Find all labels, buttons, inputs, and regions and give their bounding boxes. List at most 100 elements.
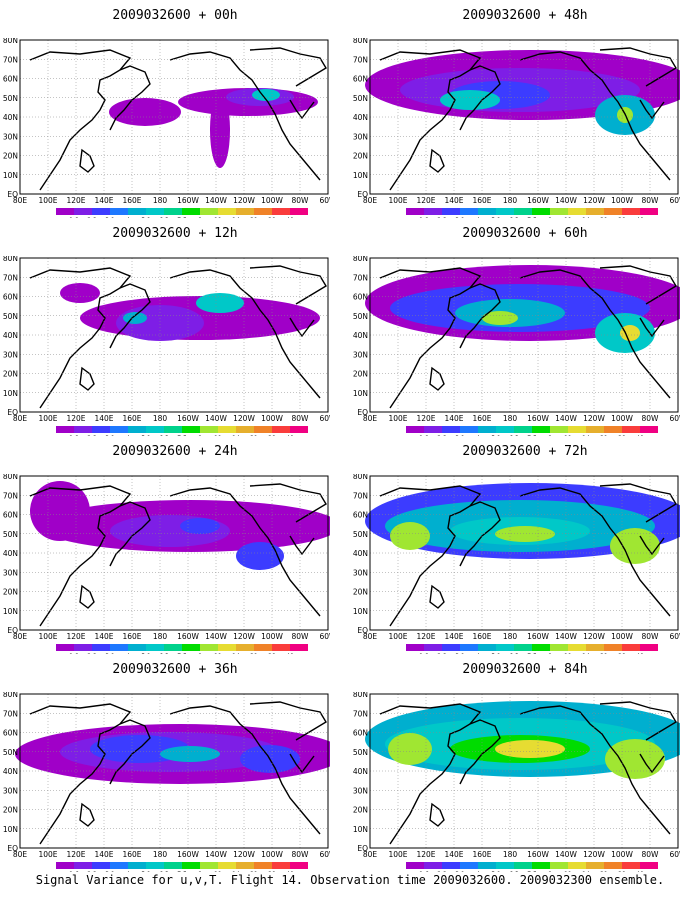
x-tick-label: 180: [503, 414, 518, 423]
colorbar-swatch: [254, 644, 272, 651]
panel-title: 2009032600 + 00h: [112, 8, 238, 23]
x-tick-label: 120W: [583, 632, 605, 641]
coastline: [289, 535, 315, 556]
colorbar-label: 29: [618, 217, 626, 218]
map-panel: 2009032600 + 72h 80E 100E 120E 140E 160E 180 16…: [350, 436, 700, 654]
colorbar-label: 40: [286, 653, 294, 654]
colorbar-label: 3.1: [105, 871, 115, 872]
x-tick-label: 180: [153, 632, 168, 641]
x-tick-label: 120W: [233, 196, 255, 205]
x-tick-label: 100E: [38, 850, 57, 859]
map-plot: 80E 100E 120E 140E 160E 180 160W 140W 120W 100W 80…: [353, 692, 680, 872]
colorbar-swatch: [290, 862, 308, 869]
colorbar-swatch: [182, 208, 200, 215]
y-tick-label: 80N: [3, 692, 18, 699]
colorbar-swatch: [496, 644, 514, 651]
colorbar-label: 40: [636, 217, 644, 218]
variance-contour: [605, 739, 665, 779]
y-tick-label: 60N: [353, 511, 368, 520]
colorbar-swatch: [218, 208, 236, 215]
coastline: [599, 47, 677, 87]
plot-frame: [369, 257, 679, 413]
x-tick-label: 120E: [416, 632, 435, 641]
colorbar-label: 14: [582, 435, 590, 436]
coastline: [169, 487, 321, 617]
colorbar-label: 2.2: [437, 217, 447, 218]
colorbar-swatch: [586, 426, 604, 433]
x-tick-label: 160E: [122, 196, 141, 205]
y-tick-label: 30N: [353, 568, 368, 577]
map-panel: 2009032600 + 48h 80E 100E 120E 140E 160E 180 16…: [350, 0, 700, 218]
colorbar-swatch: [550, 426, 568, 433]
x-tick-label: 160W: [527, 414, 549, 423]
plot-frame: [19, 693, 329, 849]
x-tick-label: 140E: [94, 414, 113, 423]
colorbar-label: 5.1: [141, 871, 151, 872]
colorbar-label: 9: [548, 653, 552, 654]
colorbar-swatch: [568, 862, 586, 869]
colorbar-swatch: [272, 426, 290, 433]
x-tick-label: 160W: [177, 850, 199, 859]
colorbar-swatch: [236, 426, 254, 433]
x-tick-label: 100W: [611, 850, 633, 859]
map-plot: 80E 100E 120E 140E 160E 180 160W 140W 120W 100W 80…: [3, 38, 330, 218]
colorbar-label: 3.1: [455, 653, 465, 654]
colorbar-swatch: [604, 862, 622, 869]
x-tick-label: 160W: [177, 632, 199, 641]
colorbar-label: 29: [268, 871, 276, 872]
y-tick-label: EQ: [357, 408, 368, 417]
y-tick-label: 60N: [3, 75, 18, 84]
colorbar-swatch: [532, 426, 550, 433]
x-tick-label: 100W: [611, 632, 633, 641]
colorbar-swatch: [442, 426, 460, 433]
colorbar-label: 4: [476, 217, 480, 218]
y-tick-label: 50N: [353, 312, 368, 321]
colorbar-label: 1.8: [69, 217, 79, 218]
y-tick-label: 80N: [353, 38, 368, 45]
colorbar-label: 3.1: [105, 217, 115, 218]
x-tick-label: 80E: [13, 196, 28, 205]
colorbar-label: 9: [548, 217, 552, 218]
coastline: [109, 283, 151, 349]
figure-caption: Signal Variance for u,v,T. Flight 14. Ob…: [35, 873, 665, 887]
coastline: [79, 584, 95, 609]
colorbar-swatch: [92, 426, 110, 433]
colorbar-swatch: [406, 644, 424, 651]
colorbar-label: 6.3: [159, 435, 169, 436]
y-tick-label: 30N: [353, 132, 368, 141]
colorbar-label: 21: [250, 217, 258, 218]
x-tick-label: 160W: [527, 196, 549, 205]
coastline: [379, 267, 482, 409]
x-tick-label: 140W: [205, 850, 227, 859]
x-tick-label: 160W: [527, 850, 549, 859]
colorbar-label: 1.6: [69, 871, 79, 872]
colorbar-label: 21: [600, 871, 608, 872]
x-tick-label: 60W: [320, 850, 330, 859]
colorbar-swatch: [568, 644, 586, 651]
colorbar-label: 21: [250, 653, 258, 654]
x-tick-label: 140E: [444, 632, 463, 641]
x-tick-label: 100E: [388, 632, 407, 641]
y-tick-label: EQ: [7, 844, 18, 853]
colorbar-swatch: [568, 208, 586, 215]
coastline: [109, 65, 151, 131]
colorbar-swatch: [496, 426, 514, 433]
colorbar-label: 6.3: [509, 217, 519, 218]
colorbar-label: 4: [476, 653, 480, 654]
x-tick-label: 80W: [642, 414, 660, 423]
colorbar-swatch: [514, 208, 532, 215]
x-tick-label: 140W: [555, 850, 577, 859]
map-plot: 80E 100E 120E 140E 160E 180 160W 140W 120W 100W 80…: [3, 692, 330, 872]
colorbar-label: 11: [214, 217, 222, 218]
coastline: [599, 701, 677, 741]
y-tick-label: 80N: [353, 692, 368, 699]
colorbar-label: 14: [582, 217, 590, 218]
colorbar-label: 21: [600, 435, 608, 436]
y-tick-label: 70N: [3, 491, 18, 500]
colorbar-label: 9: [198, 653, 202, 654]
x-tick-label: 160W: [177, 196, 199, 205]
map-panel: 2009032600 + 60h 80E 100E 120E 140E 160E 180 16…: [350, 218, 700, 436]
y-tick-label: 30N: [353, 786, 368, 795]
colorbar-label: 5.1: [491, 653, 501, 654]
